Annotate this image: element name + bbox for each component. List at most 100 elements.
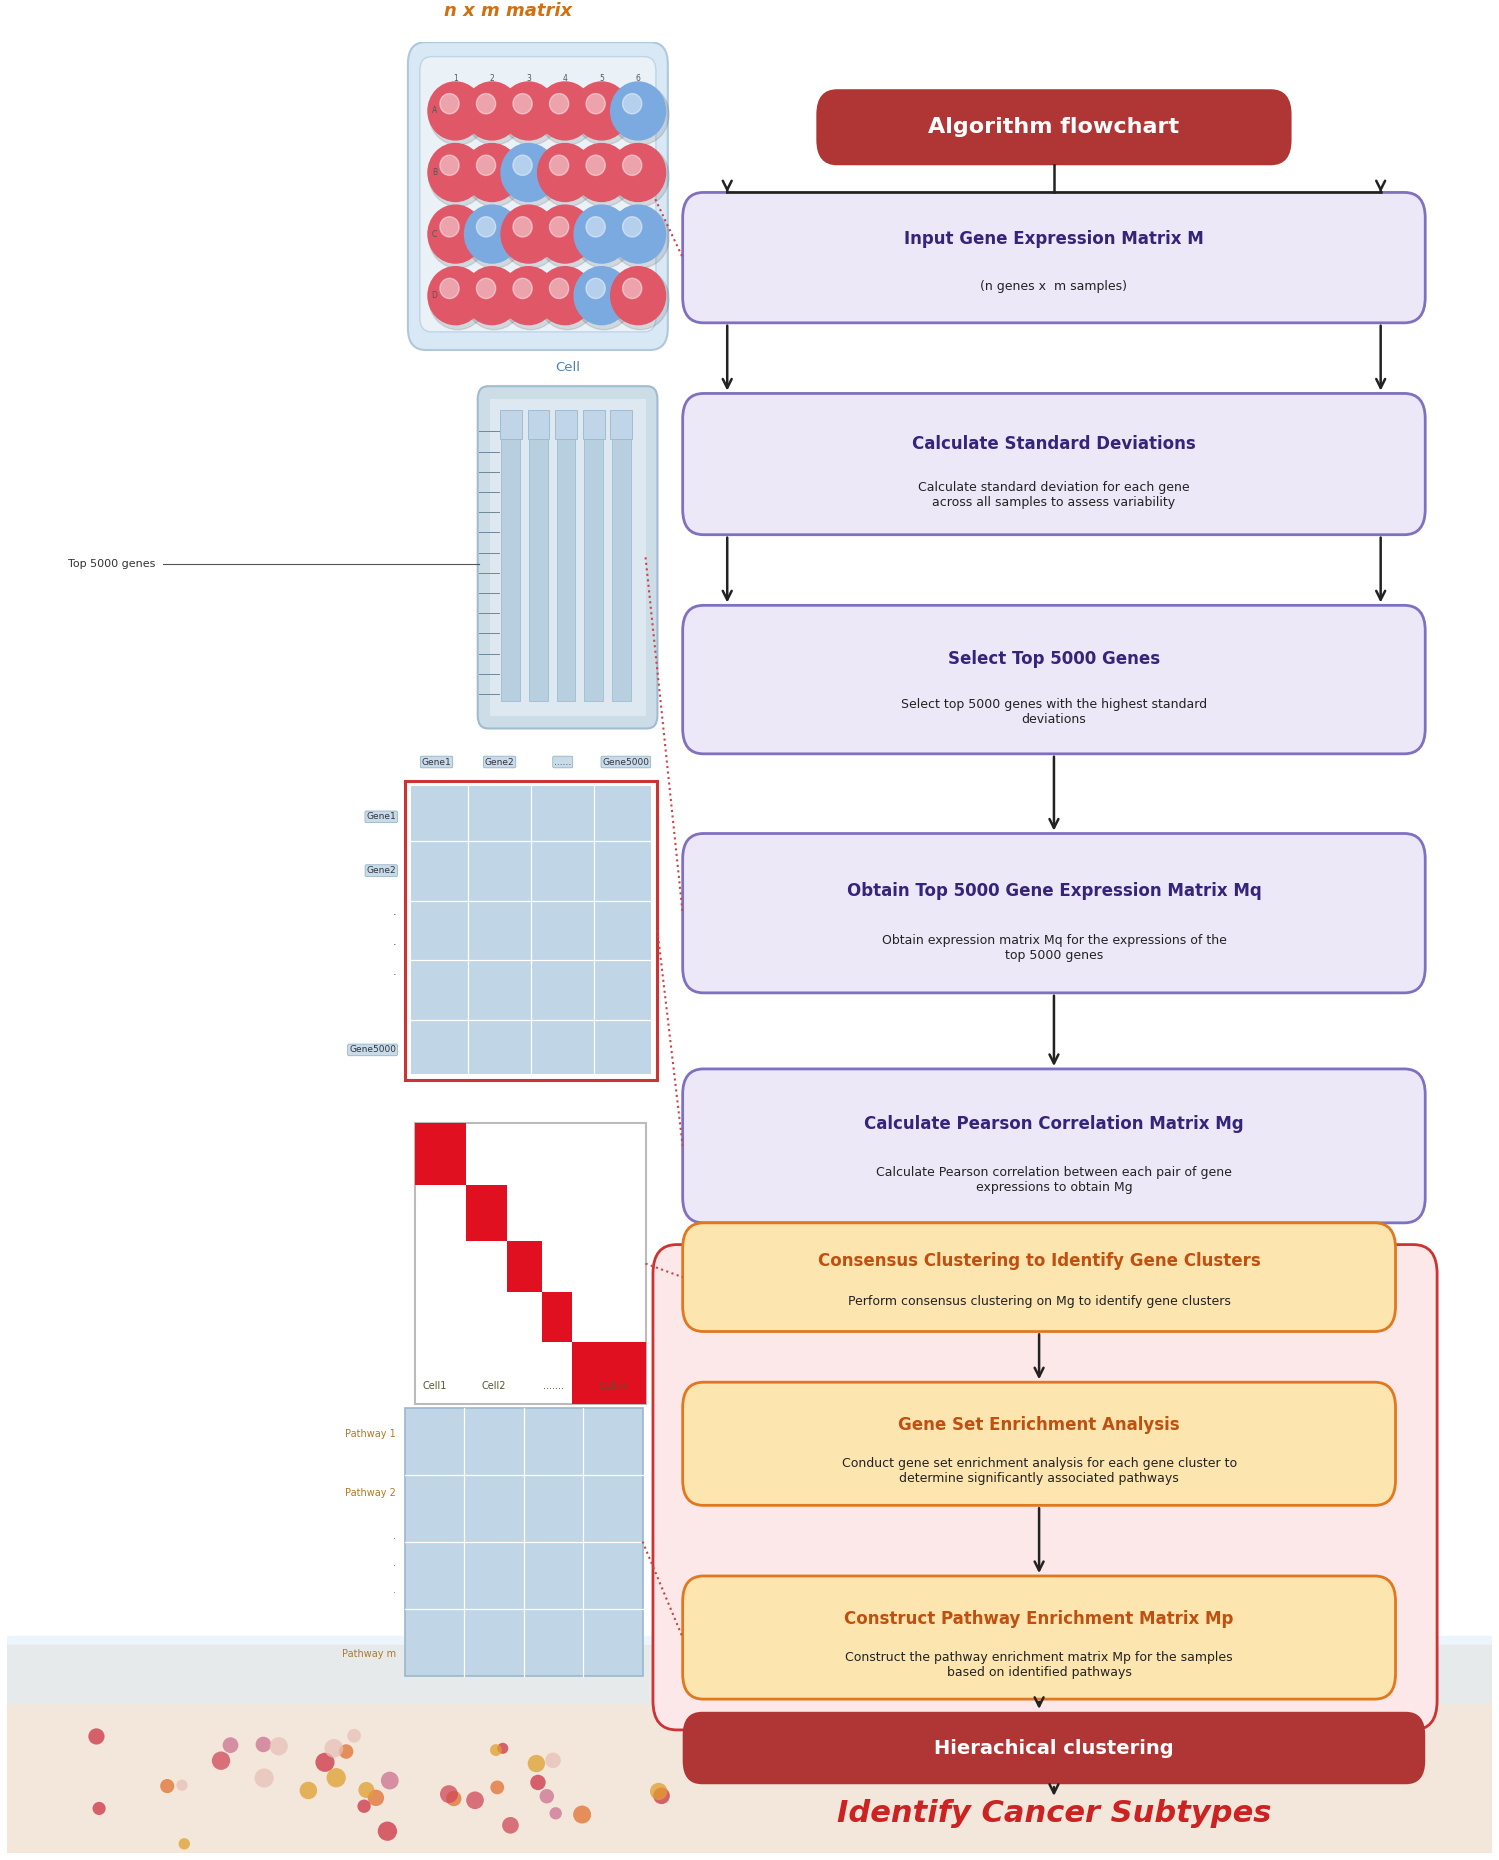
- Text: Calculate Pearson correlation between each pair of gene
expressions to obtain Mg: Calculate Pearson correlation between ea…: [875, 1166, 1232, 1194]
- Bar: [556, 439, 576, 701]
- FancyBboxPatch shape: [682, 394, 1426, 534]
- Bar: [529, 439, 547, 701]
- Ellipse shape: [501, 266, 556, 325]
- Ellipse shape: [586, 154, 606, 175]
- Ellipse shape: [439, 154, 459, 175]
- Text: Gene1: Gene1: [421, 757, 451, 766]
- Text: 5: 5: [600, 74, 604, 84]
- Ellipse shape: [538, 82, 592, 140]
- Ellipse shape: [612, 145, 669, 206]
- Bar: [490, 398, 646, 716]
- Ellipse shape: [610, 205, 666, 262]
- Ellipse shape: [513, 154, 532, 175]
- Text: ......: ......: [555, 757, 571, 766]
- Text: .: .: [393, 1531, 396, 1542]
- Ellipse shape: [538, 143, 592, 201]
- Ellipse shape: [502, 145, 559, 206]
- Ellipse shape: [622, 93, 642, 113]
- Ellipse shape: [538, 206, 597, 268]
- Text: Input Gene Expression Matrix M: Input Gene Expression Matrix M: [904, 231, 1204, 249]
- Ellipse shape: [622, 279, 642, 299]
- Bar: [610, 409, 633, 439]
- Text: A: A: [432, 106, 438, 115]
- Text: Cell n: Cell n: [600, 1382, 627, 1391]
- Point: [544, 1799, 568, 1828]
- Point: [525, 1748, 549, 1778]
- Ellipse shape: [465, 206, 523, 268]
- FancyBboxPatch shape: [682, 833, 1426, 993]
- Ellipse shape: [574, 143, 630, 201]
- Ellipse shape: [586, 93, 606, 113]
- Ellipse shape: [465, 270, 523, 329]
- Point: [169, 1771, 193, 1800]
- Text: Cell1: Cell1: [423, 1382, 447, 1391]
- Ellipse shape: [477, 154, 496, 175]
- Ellipse shape: [610, 82, 666, 140]
- Ellipse shape: [538, 205, 592, 262]
- Ellipse shape: [465, 82, 520, 140]
- Text: Cell: Cell: [555, 361, 580, 374]
- Point: [490, 1734, 514, 1763]
- Bar: [508, 1241, 543, 1291]
- Ellipse shape: [502, 270, 559, 329]
- Ellipse shape: [576, 145, 633, 206]
- Bar: [466, 1185, 508, 1241]
- Text: .: .: [393, 1559, 396, 1568]
- Text: D: D: [432, 292, 438, 299]
- Text: Select top 5000 genes with the highest standard
deviations: Select top 5000 genes with the highest s…: [901, 698, 1207, 725]
- Ellipse shape: [576, 84, 633, 145]
- Text: Obtain expression matrix Mq for the expressions of the
top 5000 genes: Obtain expression matrix Mq for the expr…: [881, 934, 1226, 962]
- Point: [499, 1810, 523, 1840]
- Text: Construct the pathway enrichment matrix Mp for the samples
based on identified p: Construct the pathway enrichment matrix …: [845, 1650, 1232, 1678]
- Ellipse shape: [622, 218, 642, 236]
- Text: Perform consensus clustering on Mg to identify gene clusters: Perform consensus clustering on Mg to id…: [847, 1295, 1231, 1308]
- Point: [526, 1767, 550, 1797]
- Point: [484, 1735, 508, 1765]
- FancyBboxPatch shape: [682, 1222, 1396, 1332]
- Point: [352, 1791, 376, 1821]
- Point: [463, 1786, 487, 1815]
- Point: [208, 1747, 232, 1776]
- Point: [535, 1782, 559, 1812]
- FancyBboxPatch shape: [7, 1644, 1492, 1853]
- Point: [156, 1771, 180, 1800]
- Ellipse shape: [465, 143, 520, 201]
- Ellipse shape: [574, 82, 630, 140]
- Ellipse shape: [477, 93, 496, 113]
- Bar: [543, 1291, 573, 1343]
- Point: [649, 1780, 673, 1810]
- FancyBboxPatch shape: [7, 1635, 1492, 1704]
- Text: Gene1: Gene1: [366, 813, 396, 822]
- Ellipse shape: [574, 266, 630, 325]
- Ellipse shape: [429, 84, 487, 145]
- Ellipse shape: [610, 143, 666, 201]
- Ellipse shape: [429, 143, 483, 201]
- Ellipse shape: [586, 218, 606, 236]
- Point: [364, 1784, 388, 1814]
- Ellipse shape: [576, 206, 633, 268]
- FancyBboxPatch shape: [408, 43, 669, 350]
- FancyBboxPatch shape: [682, 1575, 1396, 1700]
- Point: [436, 1780, 460, 1810]
- Ellipse shape: [429, 145, 487, 206]
- Bar: [405, 781, 658, 1081]
- Bar: [555, 409, 577, 439]
- Text: (n genes x  m samples): (n genes x m samples): [980, 279, 1127, 292]
- Text: 4: 4: [562, 74, 568, 84]
- Ellipse shape: [538, 84, 597, 145]
- Bar: [405, 1408, 643, 1676]
- Ellipse shape: [612, 84, 669, 145]
- Text: C: C: [432, 229, 438, 238]
- Point: [541, 1745, 565, 1774]
- Ellipse shape: [610, 266, 666, 325]
- Text: Pathway 1: Pathway 1: [345, 1428, 396, 1440]
- Ellipse shape: [439, 218, 459, 236]
- Text: .: .: [393, 908, 396, 917]
- Text: n x m matrix: n x m matrix: [444, 2, 573, 20]
- Point: [172, 1828, 196, 1858]
- Bar: [612, 439, 631, 701]
- Point: [219, 1730, 243, 1760]
- Bar: [502, 439, 520, 701]
- Ellipse shape: [439, 279, 459, 299]
- Ellipse shape: [612, 270, 669, 329]
